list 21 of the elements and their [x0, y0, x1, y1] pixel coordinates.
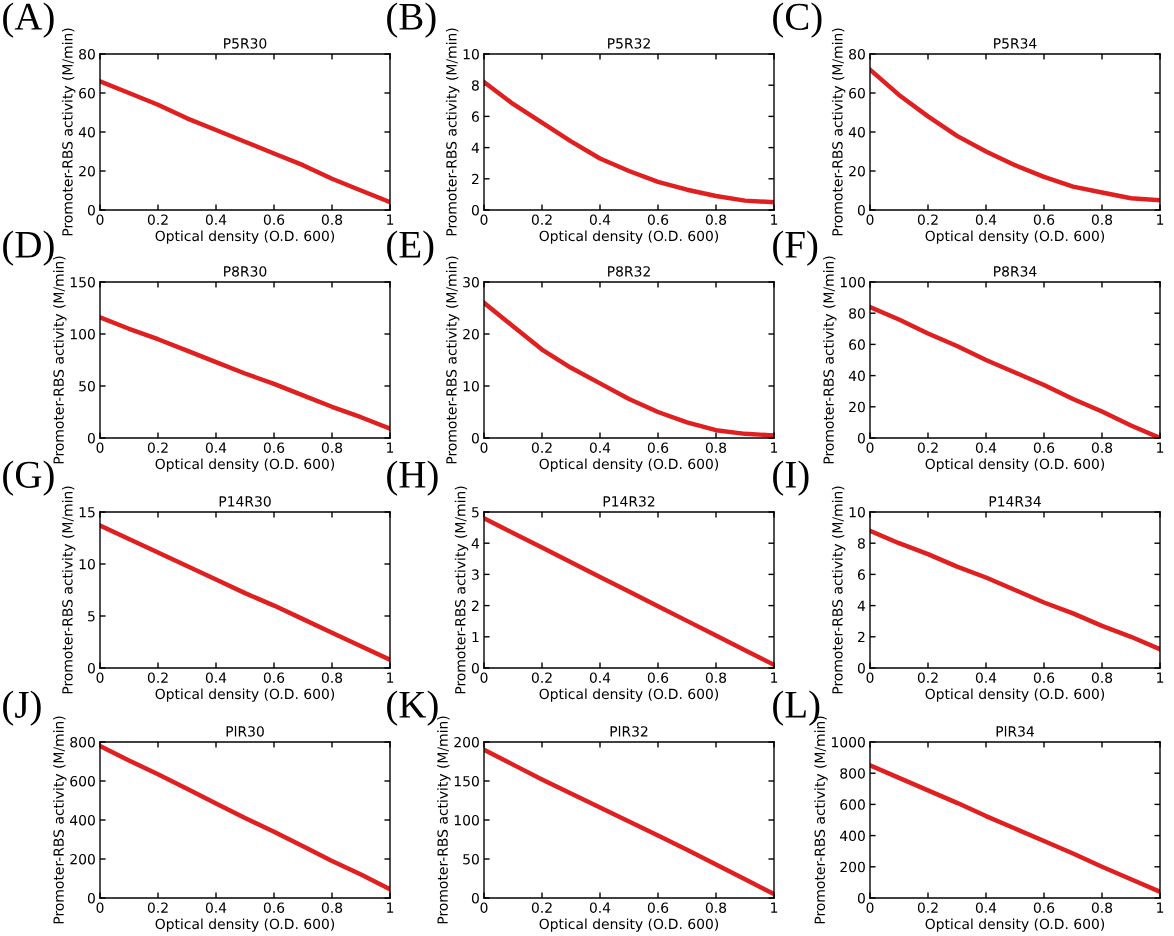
text: (I)	[773, 460, 809, 496]
text: (K)	[387, 690, 438, 726]
line-series	[100, 523, 390, 662]
line-series	[484, 747, 774, 897]
text: (G)	[3, 460, 54, 496]
line-series	[870, 763, 1160, 894]
line-series	[484, 79, 774, 205]
line-series	[484, 516, 774, 668]
line-series	[870, 67, 1160, 203]
line-series	[100, 743, 390, 892]
text: (E)	[387, 230, 434, 266]
text: (A)	[3, 2, 54, 38]
text: (F)	[773, 230, 818, 266]
text: (B)	[387, 2, 436, 38]
text: (D)	[3, 230, 54, 266]
line-series	[100, 315, 390, 431]
text: (C)	[773, 2, 822, 38]
text: (J)	[3, 690, 41, 726]
line-series	[100, 79, 390, 205]
text: (H)	[387, 460, 438, 496]
line-series	[870, 528, 1160, 652]
